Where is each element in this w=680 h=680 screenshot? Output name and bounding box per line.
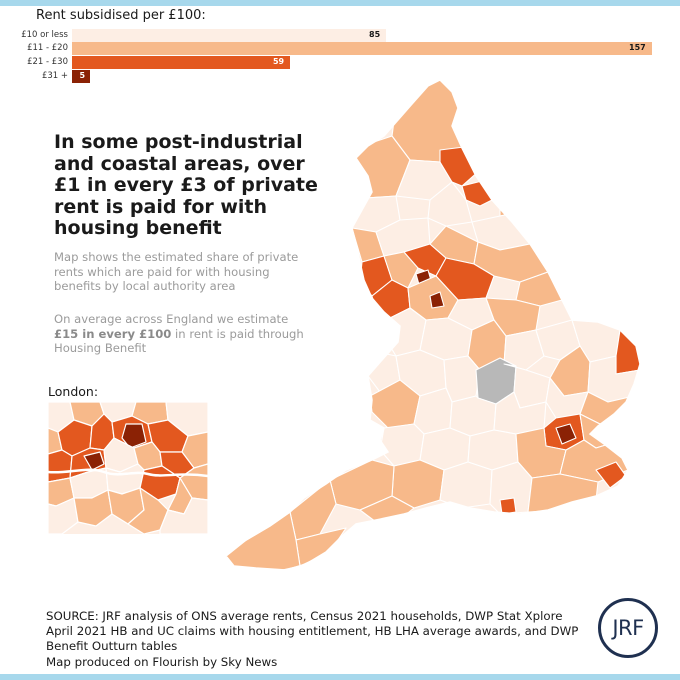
local-authority <box>383 251 419 289</box>
bar-value-label: 5 <box>79 71 86 80</box>
bar-value-label: 157 <box>629 43 646 52</box>
legend-bar-row: £31 + 5 <box>0 70 680 83</box>
local-authority <box>499 497 517 515</box>
local-authority <box>439 461 493 509</box>
legend-bar-row: £10 or less 85 <box>0 29 680 42</box>
bar-category-label: £21 - £30 <box>27 57 68 67</box>
bar[interactable] <box>72 70 91 83</box>
credit-text: Map produced on Flourish by Sky News <box>46 654 278 669</box>
average-highlight: £15 in every £100 <box>54 326 172 341</box>
legend-title: Rent subsidised per £100: <box>36 8 206 23</box>
local-authority <box>515 271 563 307</box>
thames-river <box>48 468 208 478</box>
legend-bar-row: £11 - £20 157 <box>0 42 680 55</box>
local-authority <box>503 329 545 371</box>
source-note: SOURCE: JRF analysis of ONS average rent… <box>46 609 586 670</box>
local-authority <box>449 395 497 437</box>
bar-category-label: £31 + <box>41 71 68 81</box>
average-text-before: On average across England we estimate <box>54 312 289 326</box>
headline: In some post-industrial and coastal area… <box>54 131 318 239</box>
local-authority <box>375 307 427 357</box>
london-borough <box>127 487 169 534</box>
local-authority <box>429 291 445 309</box>
source-text: SOURCE: JRF analysis of ONS average rent… <box>46 609 579 654</box>
london-borough <box>121 423 147 449</box>
london-borough <box>159 497 208 534</box>
bar-category-label: £11 - £20 <box>27 43 68 53</box>
bar[interactable] <box>72 42 652 55</box>
average-text-after: in rent is paid through Housing Benefit <box>54 326 304 356</box>
jrf-logo: JRF <box>598 598 658 658</box>
bar[interactable] <box>72 56 290 69</box>
london-label: London: <box>48 384 99 399</box>
bar-value-label: 85 <box>369 30 381 39</box>
local-authority <box>555 423 577 445</box>
bar[interactable] <box>72 29 386 42</box>
bar-category-label: £10 or less <box>21 30 68 40</box>
london-borough <box>83 451 105 471</box>
map-description: Map shows the estimated share of private… <box>54 250 299 293</box>
local-authority <box>527 473 599 513</box>
london-inset-map[interactable] <box>48 402 208 534</box>
top-frame-stripe <box>0 0 680 6</box>
london-borough <box>48 449 73 483</box>
local-authority <box>615 329 640 375</box>
bottom-frame-stripe <box>0 674 680 680</box>
legend-bar-row: £21 - £30 59 <box>0 56 680 69</box>
local-authority <box>226 511 301 570</box>
england-map[interactable] <box>210 76 650 576</box>
average-statement: On average across England we estimate £1… <box>54 312 304 356</box>
bar-value-label: 59 <box>272 57 285 66</box>
